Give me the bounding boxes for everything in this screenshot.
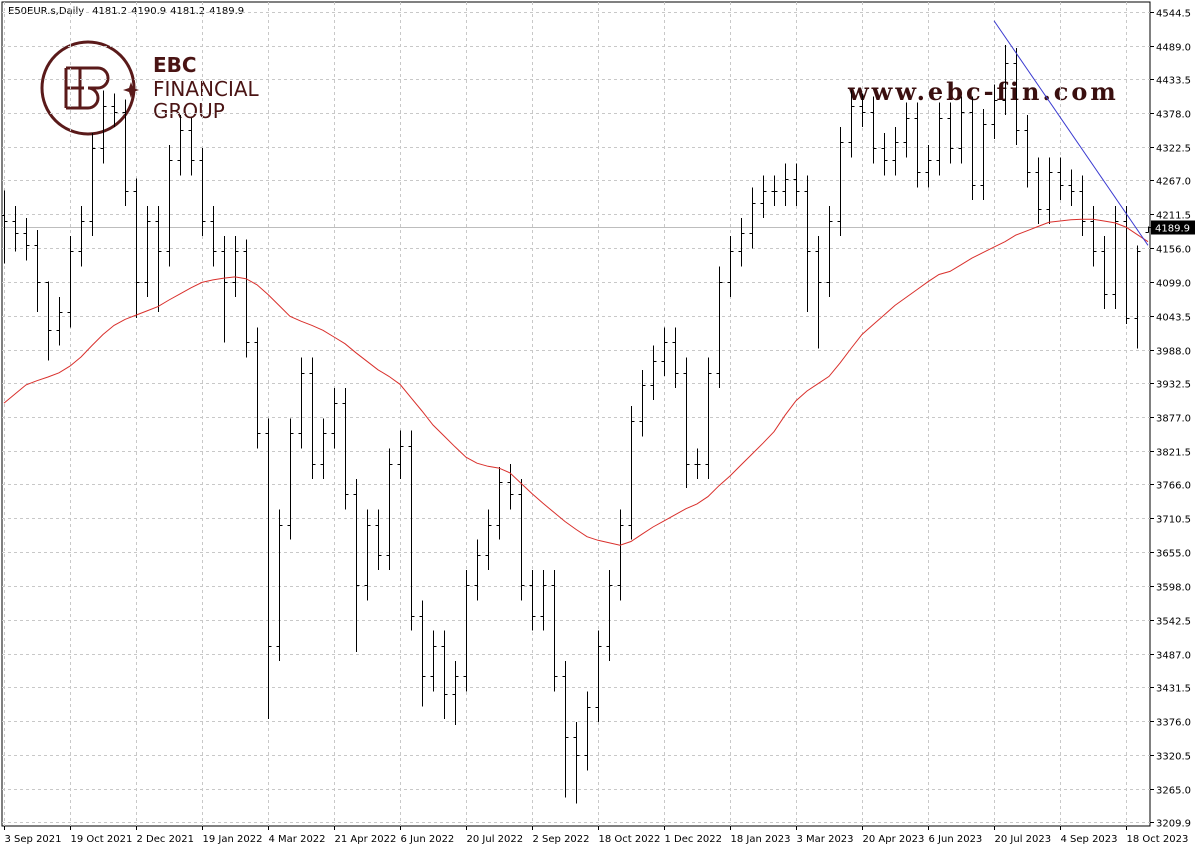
logo-star <box>123 82 139 98</box>
x-tick-label: 2 Sep 2022 <box>533 834 590 845</box>
moving-average <box>3 218 1149 546</box>
symbol: E50EUR.s,Daily <box>8 6 84 17</box>
bars <box>1 45 1152 804</box>
y-tick-label: 4544.5 <box>1156 9 1191 20</box>
y-tick-label: 3988.0 <box>1156 347 1191 358</box>
y-tick-label: 3542.5 <box>1156 617 1191 628</box>
x-tick-label: 21 Apr 2022 <box>335 834 397 845</box>
y-tick-label: 4322.5 <box>1156 144 1191 155</box>
logo-ring <box>40 40 136 136</box>
y-tick-label: 3320.5 <box>1156 752 1191 763</box>
x-tick-label: 3 Mar 2023 <box>797 834 854 845</box>
y-tick-label: 3766.0 <box>1156 481 1191 492</box>
y-tick-label: 4156.0 <box>1156 245 1191 256</box>
x-tick-label: 18 Oct 2023 <box>1127 834 1189 845</box>
y-tick-label: 3877.0 <box>1156 414 1191 425</box>
x-tick-label: 18 Jan 2023 <box>731 834 791 845</box>
chart-header: E50EUR.s,Daily 4181.2 4190.9 4181.2 4189.9 <box>8 6 244 17</box>
x-tick-label: 20 Jul 2022 <box>467 834 524 845</box>
y-tick-label: 4043.5 <box>1156 313 1191 324</box>
logo-line: FINANCIAL <box>153 77 260 101</box>
logo-mark <box>64 66 110 110</box>
grid <box>2 2 1150 826</box>
last-high: 4190.9 <box>131 6 166 17</box>
y-tick-label: 4378.0 <box>1156 110 1191 121</box>
last-open: 4181.2 <box>92 6 127 17</box>
watermark: www.ebc-fin.com <box>847 77 1119 106</box>
y-tick-label: 3487.0 <box>1156 651 1191 662</box>
plot-frame <box>1 1 1151 827</box>
trendline <box>993 20 1149 246</box>
y-tick-label: 4489.0 <box>1156 43 1191 54</box>
y-tick-label: 3821.5 <box>1156 448 1191 459</box>
price-tag <box>1151 220 1195 235</box>
price-tag-label: 4189.9 <box>1155 224 1190 235</box>
y-tick-label: 3265.0 <box>1156 786 1191 797</box>
x-tick-label: 6 Jun 2022 <box>401 834 455 845</box>
x-tick-label: 1 Dec 2022 <box>665 834 723 845</box>
y-tick-label: 4211.5 <box>1156 211 1191 222</box>
y-tick-label: 3710.5 <box>1156 515 1191 526</box>
x-tick-label: 2 Dec 2021 <box>137 834 195 845</box>
x-tick-label: 18 Oct 2022 <box>599 834 661 845</box>
y-tick-label: 3598.0 <box>1156 583 1191 594</box>
last-low: 4181.2 <box>170 6 205 17</box>
y-tick-label: 3209.9 <box>1156 819 1191 830</box>
x-tick-label: 3 Sep 2021 <box>5 834 62 845</box>
x-tick-label: 20 Apr 2023 <box>863 834 925 845</box>
x-tick-label: 19 Oct 2021 <box>71 834 133 845</box>
y-tick-label: 3932.5 <box>1156 380 1191 391</box>
y-tick-label: 3655.0 <box>1156 549 1191 560</box>
y-tick-label: 4267.0 <box>1156 177 1191 188</box>
x-tick-label: 6 Jun 2023 <box>929 834 983 845</box>
logo-line: GROUP <box>153 99 225 123</box>
x-tick-label: 20 Jul 2023 <box>995 834 1052 845</box>
x-tick-label: 19 Jan 2022 <box>203 834 263 845</box>
x-tick-label: 4 Mar 2022 <box>269 834 326 845</box>
logo-name: EBC <box>153 53 197 77</box>
x-tick-label: 4 Sep 2023 <box>1061 834 1118 845</box>
logo: EBC FINANCIAL GROUP <box>40 40 260 136</box>
y-tick-label: 4099.0 <box>1156 279 1191 290</box>
y-tick-label: 4433.5 <box>1156 76 1191 87</box>
y-tick-label: 3376.0 <box>1156 718 1191 729</box>
last-close: 4189.9 <box>209 6 244 17</box>
y-tick-label: 3431.5 <box>1156 684 1191 695</box>
